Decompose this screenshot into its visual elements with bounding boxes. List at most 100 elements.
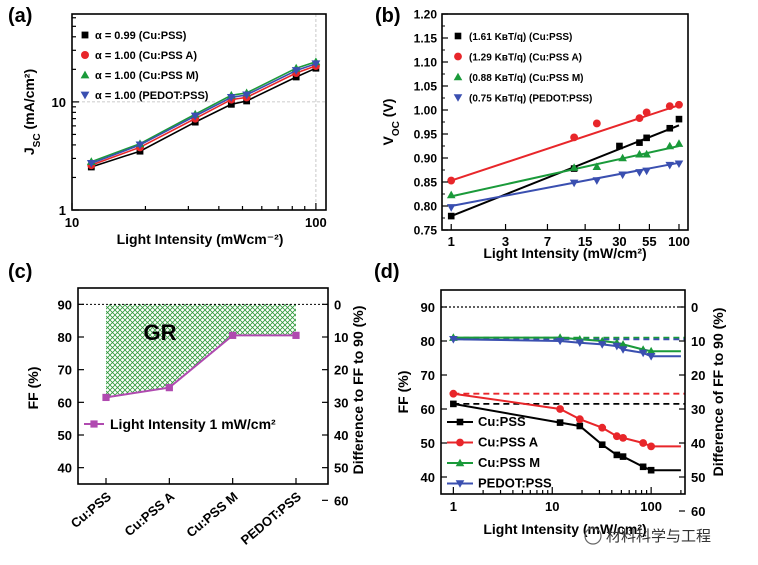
panel-a-label: (a) (8, 5, 32, 27)
b-ylabel: VOC (V) (380, 99, 402, 146)
b-legend-entry: (0.75 KʙT/q) (PEDOT:PSS) (469, 94, 592, 105)
b-ylabel-unit: (V) (380, 99, 396, 122)
panel-d-label: (d) (374, 261, 400, 283)
b-point (674, 160, 684, 169)
a-point (242, 91, 252, 100)
b-point (570, 133, 579, 142)
a-point (135, 141, 145, 150)
d-point (450, 400, 457, 408)
b-ticks: 0.75 0.80 0.85 0.90 0.95 1.00 1.05 1.10 1.15 1.20… (414, 8, 690, 250)
a-ytick-label: 10 (52, 95, 66, 110)
c-ytick-right-label: 30 (334, 395, 348, 410)
b-point (447, 176, 456, 185)
d-point (556, 405, 564, 413)
d-point (555, 337, 565, 346)
a-xtick-label: 100 (305, 215, 327, 230)
a-legend-entry: α = 1.00 (PEDOT:PSS) (95, 90, 209, 102)
a-ylabel: JSC (mA/cm²) (21, 69, 43, 155)
b-point (618, 153, 627, 162)
d-legend-entry: PEDOT:PSS (478, 476, 552, 491)
b-point (635, 114, 644, 123)
a-point (291, 67, 301, 75)
b-ylabel-main: V (380, 135, 396, 145)
c-ytick-label: 90 (58, 297, 72, 312)
d-point (612, 432, 621, 441)
c-ytick-right-label: 40 (334, 428, 348, 443)
d-point (449, 336, 458, 344)
b-xtick-label: 3 (502, 234, 509, 249)
b-ytick-label: 1.00 (414, 104, 438, 118)
b-point (446, 190, 456, 199)
a-xlabel: Light Intensity (mWcm⁻²) (117, 231, 284, 247)
c-category-label: PEDOT:PSS (238, 489, 304, 548)
watermark: 材料科学与工程 (584, 527, 711, 545)
c-point (292, 331, 300, 339)
panel-b: (b) 0.75 0.80 0.85 0.90 0.95 1.00 1.05 1.10 1.15… (375, 5, 690, 261)
b-point (618, 171, 627, 180)
a-ytick-label: 1 (59, 203, 66, 218)
d-point (647, 466, 655, 474)
c-ytick-right-label: 50 (334, 461, 348, 476)
c-category-label: Cu:PSS M (183, 489, 240, 540)
b-point (592, 177, 602, 185)
b-ytick-label: 0.75 (414, 224, 438, 238)
b-point (635, 149, 644, 158)
c-ytick-label: 50 (58, 428, 72, 443)
a-legend-symbol (81, 51, 89, 59)
b-marks (446, 100, 684, 220)
b-legend-symbol (453, 72, 463, 81)
d-point (639, 463, 647, 471)
d-point (618, 346, 628, 354)
a-point (227, 100, 235, 108)
d-ytick-right-label: 50 (691, 470, 705, 485)
d-ytick-right-label: 60 (691, 504, 705, 519)
d-marks (449, 333, 681, 474)
b-legend-symbol (454, 32, 462, 40)
b-point (665, 102, 674, 111)
b-xlabel: Light Intensity (mW/cm²) (483, 245, 646, 261)
a-legend-entry: α = 0.99 (Cu:PSS) (95, 30, 187, 42)
b-legend-symbol (454, 52, 462, 61)
c-gr-region (106, 304, 296, 398)
c-legend: Light Intensity 1 mW/cm² (84, 416, 276, 432)
d-legend-entry: Cu:PSS M (478, 455, 540, 470)
d-ytick-right-label: 10 (691, 334, 705, 349)
b-ytick-label: 0.90 (414, 152, 438, 166)
b-legend-entry: (1.29 KʙT/q) (Cu:PSS A) (469, 53, 582, 64)
d-legend: Cu:PSS Cu:PSS A Cu:PSS M PEDOT:PSS (447, 414, 552, 491)
d-ytick-label: 50 (421, 436, 435, 451)
c-point (229, 331, 237, 339)
d-point (646, 353, 656, 361)
d-point (613, 451, 621, 459)
d-ytick-right-label: 30 (691, 402, 705, 417)
d-xlabel: Light Intensity (mW/cm²) (483, 521, 646, 537)
b-point (569, 179, 579, 188)
c-ytick-label: 80 (58, 330, 72, 345)
d-point (598, 441, 606, 448)
b-legend-entry: (1.61 KʙT/q) (Cu:PSS) (469, 32, 572, 43)
b-point (643, 134, 650, 142)
d-legend-symbol (456, 418, 464, 426)
b-ytick-label: 1.15 (414, 32, 438, 46)
a-legend-entry: α = 1.00 (Cu:PSS M) (95, 70, 199, 82)
d-level-lines (453, 336, 685, 405)
d-point (647, 442, 656, 451)
b-ytick-label: 1.05 (414, 80, 438, 94)
b-legend-entry: (0.88 KʙT/q) (Cu:PSS M) (469, 73, 583, 84)
watermark-text: 材料科学与工程 (606, 528, 711, 545)
b-point (569, 163, 579, 171)
b-point (616, 142, 623, 150)
c-point (102, 393, 110, 402)
d-point (556, 419, 564, 426)
d-ytick-label: 60 (421, 402, 435, 417)
b-ylabel-sub: OC (391, 121, 402, 136)
d-ylabel: FF (%) (395, 371, 411, 414)
panel-c-label: (c) (8, 261, 32, 283)
c-ytick-right-label: 0 (334, 297, 341, 312)
d-legend-symbol (456, 438, 464, 447)
d-ytick-right-label: 40 (691, 436, 705, 451)
